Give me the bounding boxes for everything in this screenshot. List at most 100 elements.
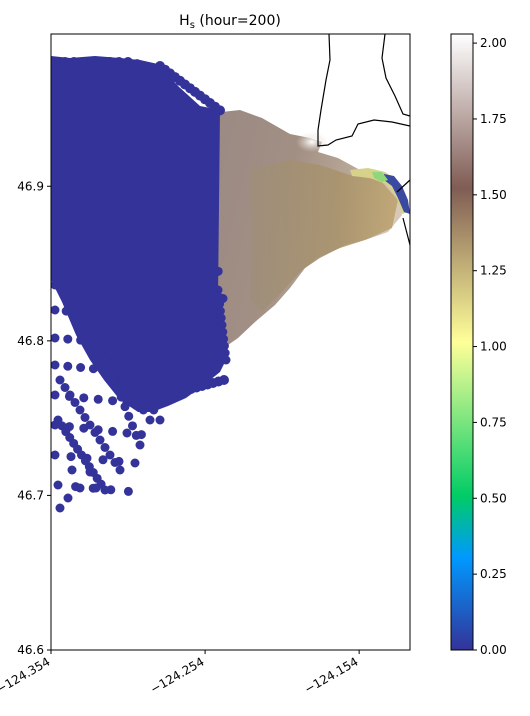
mesh-node: [140, 369, 150, 379]
mesh-node: [93, 315, 102, 325]
plot-area: [51, 34, 410, 650]
mesh-node: [55, 375, 65, 385]
mesh-node: [175, 264, 185, 274]
mesh-node: [85, 420, 95, 430]
mesh-node: [101, 354, 111, 364]
colorbar: 0.00 0.25 0.50 0.75 1.00 1.25 1.50 1.75 2.00: [450, 33, 507, 657]
mesh-node: [152, 370, 162, 380]
mesh-node: [75, 483, 85, 493]
mesh-node: [207, 293, 217, 303]
colorbar-tick-label: 0.00: [480, 643, 507, 657]
mesh-node: [78, 57, 88, 67]
mesh-node: [66, 452, 76, 462]
y-tick-label: 46.8: [17, 334, 44, 348]
mesh-node: [84, 283, 94, 293]
hs-shoreline-low: [384, 174, 410, 214]
mesh-node: [106, 285, 116, 294]
mesh-node: [67, 465, 77, 475]
mesh-node: [184, 265, 194, 275]
mesh-node: [91, 483, 101, 493]
mesh-node: [156, 263, 166, 273]
mesh-node: [79, 259, 89, 269]
coastline-north: [317, 34, 410, 147]
mesh-node: [162, 289, 172, 299]
mesh-node: [128, 313, 138, 323]
mesh-node: [79, 393, 89, 403]
mesh-node: [220, 348, 230, 358]
mesh-node: [124, 411, 134, 421]
mesh-node: [136, 385, 146, 395]
mesh-node: [63, 334, 73, 344]
mesh-node: [78, 315, 88, 325]
mesh-node: [51, 257, 60, 267]
colorbar-ticks: 0.00 0.25 0.50 0.75 1.00 1.25 1.50 1.75 2.00: [473, 36, 507, 657]
mesh-node: [130, 375, 140, 385]
mesh-node: [65, 295, 75, 305]
mesh-node: [51, 450, 60, 460]
mesh-node: [216, 313, 226, 323]
mesh-node: [95, 435, 105, 445]
mesh-node: [140, 287, 150, 297]
mesh-node: [80, 295, 90, 305]
mesh-node: [108, 260, 118, 270]
mesh-node: [151, 288, 161, 298]
colorbar-tick-label: 0.25: [480, 567, 507, 581]
mesh-node: [215, 299, 225, 309]
mesh-node: [51, 333, 60, 343]
mesh-node: [51, 280, 60, 290]
mesh-node: [213, 285, 223, 295]
mesh-node: [105, 450, 115, 460]
mesh-node: [88, 259, 98, 269]
mesh-node: [90, 325, 100, 335]
hs-peak-highlight: [296, 132, 328, 152]
mesh-node: [145, 415, 155, 425]
mesh-node: [105, 57, 115, 67]
mesh-node: [100, 443, 110, 452]
mesh-node: [128, 421, 137, 431]
mesh-node: [117, 311, 127, 321]
x-axis: −124.354 −124.254 −124.154: [0, 650, 361, 696]
mesh-node: [131, 430, 141, 440]
mesh-node: [214, 292, 224, 302]
mesh-node: [149, 405, 159, 415]
mesh-node: [218, 327, 228, 337]
mesh-node: [76, 335, 86, 345]
mesh-node: [204, 266, 214, 276]
mesh-node: [108, 426, 118, 436]
mesh-node: [60, 57, 70, 67]
mesh-node: [194, 265, 204, 275]
mesh-node: [173, 290, 183, 300]
mesh-node: [106, 310, 116, 320]
mesh-node: [155, 415, 165, 425]
mesh-node: [123, 57, 133, 67]
mesh-node: [70, 398, 80, 407]
mesh-node: [55, 503, 65, 513]
mesh-node: [162, 316, 172, 326]
mesh-node: [69, 57, 79, 67]
mesh-node: [217, 320, 227, 330]
plot-frame: [50, 33, 411, 651]
mesh-node: [63, 361, 73, 371]
mesh-node: [124, 365, 134, 375]
mesh-node: [60, 258, 70, 268]
colorbar-tick-label: 1.00: [480, 340, 507, 354]
mesh-node: [213, 266, 223, 276]
mesh-node: [96, 57, 106, 67]
mesh-node: [87, 57, 97, 67]
mesh-node: [141, 61, 151, 72]
mesh-node: [51, 360, 60, 370]
mesh-node: [111, 345, 121, 355]
mesh-node: [60, 383, 70, 392]
mesh-node: [108, 396, 118, 406]
mesh-node: [109, 373, 119, 383]
coastline-shore: [402, 217, 410, 246]
mesh-node: [88, 364, 98, 374]
colorbar-tick-label: 2.00: [480, 36, 507, 50]
mesh-nodes: [51, 57, 231, 513]
mesh-node: [116, 392, 126, 402]
hs-inner-bay-region: [250, 160, 398, 312]
mesh-node: [196, 319, 206, 329]
mesh-node: [165, 264, 175, 274]
mesh-node: [128, 286, 138, 296]
